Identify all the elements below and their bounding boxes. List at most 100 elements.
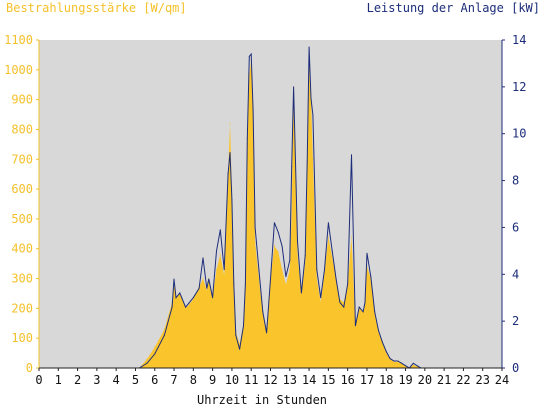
power-point xyxy=(163,334,165,336)
power-point xyxy=(327,222,329,224)
right-tick-label: 10 xyxy=(512,127,526,141)
irradiance-point xyxy=(296,254,299,256)
power-point xyxy=(246,137,248,139)
power-point xyxy=(171,306,173,308)
power-point xyxy=(212,297,214,299)
power-point xyxy=(289,259,291,261)
power-point xyxy=(291,166,293,167)
power-point xyxy=(297,241,298,242)
power-point xyxy=(206,287,208,289)
right-tick-label: 12 xyxy=(512,80,526,94)
power-point xyxy=(235,334,237,336)
x-tick-label: 18 xyxy=(379,373,393,387)
power-point xyxy=(198,287,200,289)
power-point xyxy=(308,46,310,48)
power-point xyxy=(202,257,204,259)
power-point xyxy=(239,348,241,350)
irradiance-point xyxy=(393,361,395,363)
irradiance-point xyxy=(215,269,218,271)
right-tick-label: 6 xyxy=(512,220,519,234)
left-tick-label: 300 xyxy=(11,272,33,286)
power-point xyxy=(397,360,399,362)
power-point xyxy=(185,306,187,308)
x-tick-label: 13 xyxy=(283,373,297,387)
power-point xyxy=(146,362,148,364)
right-tick-label: 4 xyxy=(512,267,519,281)
power-point xyxy=(175,297,177,299)
irradiance-point xyxy=(202,277,204,280)
power-point xyxy=(243,325,244,327)
x-axis-ticks: 0 1 2 3 4 5 6 7 8 9 10 11 12 13 14 15 16 17 18 19 20 21 22 23 24 xyxy=(35,368,509,387)
power-point xyxy=(250,53,252,55)
power-point xyxy=(304,255,306,256)
power-point xyxy=(364,301,366,303)
power-point xyxy=(405,365,406,367)
power-point xyxy=(300,292,302,294)
power-point xyxy=(154,353,156,355)
irradiance-point xyxy=(291,212,293,214)
irradiance-point xyxy=(219,254,221,256)
power-point xyxy=(248,55,250,57)
irradiance-point xyxy=(289,269,291,271)
power-point xyxy=(258,269,260,271)
irradiance-point xyxy=(350,236,353,238)
power-point xyxy=(320,297,322,299)
series-power xyxy=(138,46,430,369)
irradiance-point xyxy=(412,364,414,366)
power-point xyxy=(233,283,235,285)
x-tick-label: 3 xyxy=(93,373,100,387)
power-point xyxy=(347,283,349,285)
x-tick-label: 5 xyxy=(132,373,139,387)
power-point xyxy=(370,276,372,278)
power-point xyxy=(316,269,318,271)
left-tick-label: 700 xyxy=(11,152,33,166)
irradiance-area xyxy=(139,60,429,369)
power-point xyxy=(393,360,395,362)
power-point xyxy=(179,292,181,294)
power-point xyxy=(362,311,364,313)
irradiance-point xyxy=(277,251,279,253)
power-point xyxy=(252,109,254,111)
power-point xyxy=(339,301,341,303)
irradiance-point xyxy=(316,277,318,280)
x-tick-label: 17 xyxy=(360,373,374,387)
irradiance-point xyxy=(206,289,208,292)
power-point xyxy=(254,226,256,228)
irradiance-point xyxy=(239,343,241,345)
x-tick-label: 12 xyxy=(263,373,277,387)
right-tick-label: 8 xyxy=(512,174,519,188)
irradiance-point xyxy=(281,269,283,271)
right-axis-title: Leistung der Anlage [kW] xyxy=(367,1,540,15)
power-point xyxy=(312,114,314,116)
irradiance-point xyxy=(192,298,194,300)
irradiance-point xyxy=(331,257,333,259)
power-point xyxy=(216,250,217,252)
left-tick-label: 800 xyxy=(11,122,33,136)
left-tick-label: 1100 xyxy=(4,33,33,47)
x-tick-label: 22 xyxy=(456,373,470,387)
power-point xyxy=(231,198,233,200)
power-point xyxy=(351,154,352,156)
x-axis-title: Uhrzeit in Stunden xyxy=(197,393,327,407)
right-tick-label: 2 xyxy=(512,314,519,328)
x-tick-label: 7 xyxy=(170,373,177,387)
power-point xyxy=(358,306,360,308)
x-tick-label: 0 xyxy=(35,373,42,387)
right-tick-label: 0 xyxy=(512,361,519,375)
left-tick-label: 200 xyxy=(11,301,33,315)
irradiance-point xyxy=(285,283,287,286)
power-point xyxy=(412,362,414,364)
power-point xyxy=(335,278,337,280)
irradiance-point xyxy=(185,307,187,309)
power-point xyxy=(273,222,275,224)
power-point xyxy=(173,278,175,280)
power-point xyxy=(227,173,229,174)
power-point xyxy=(223,269,225,271)
power-point xyxy=(374,311,376,313)
power-point xyxy=(401,362,403,364)
left-tick-label: 500 xyxy=(11,212,33,226)
irradiance-point xyxy=(327,236,329,238)
x-tick-label: 6 xyxy=(151,373,158,387)
left-tick-label: 0 xyxy=(26,361,33,375)
irradiance-point xyxy=(312,158,314,160)
